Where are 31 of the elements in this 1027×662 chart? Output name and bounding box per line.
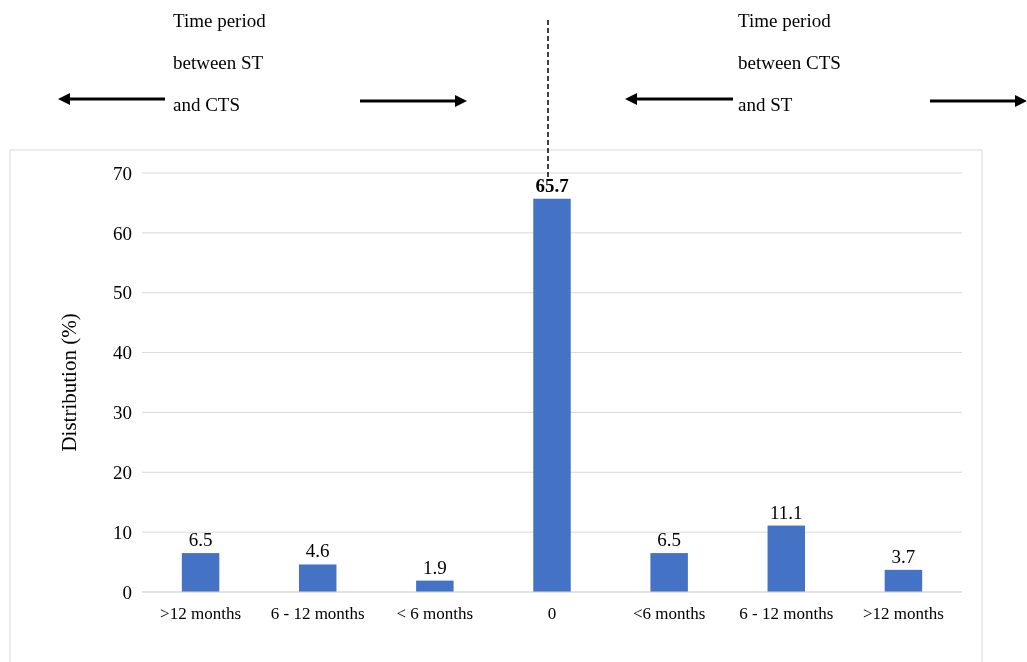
data-label: 11.1 xyxy=(770,501,803,523)
text: Time period between CTS and ST xyxy=(738,10,841,115)
x-tick-label: >12 months xyxy=(160,604,242,623)
y-tick-label: 60 xyxy=(113,222,132,244)
x-tick-label: 6 - 12 months xyxy=(270,604,365,623)
bar xyxy=(650,553,688,592)
data-label: 4.6 xyxy=(305,540,330,562)
data-label: 3.7 xyxy=(891,545,916,567)
x-tick-label: 0 xyxy=(547,604,557,623)
x-tick-label: < 6 months xyxy=(396,604,474,623)
y-tick-label: 10 xyxy=(113,521,132,543)
text: Time period between ST and CTS xyxy=(173,10,267,115)
data-label: 65.7 xyxy=(535,174,570,196)
data-label: 6.5 xyxy=(657,529,682,551)
bar xyxy=(884,569,923,592)
bar xyxy=(298,564,337,592)
y-tick-label: 70 xyxy=(113,162,132,184)
y-tick-label: 40 xyxy=(113,342,132,364)
y-tick-label: 30 xyxy=(113,402,132,424)
y-tick-label: 50 xyxy=(113,282,132,304)
data-label: 6.5 xyxy=(188,529,213,551)
bar xyxy=(181,553,220,592)
y-tick-label: 0 xyxy=(122,581,132,603)
bar xyxy=(533,198,571,592)
y-axis-title: Distribution (%) xyxy=(57,313,81,452)
y-tick-label: 20 xyxy=(113,461,132,483)
x-tick-label: >12 months xyxy=(862,604,944,623)
x-tick-label: 6 - 12 months xyxy=(739,604,834,623)
bar xyxy=(767,525,806,592)
data-label: 1.9 xyxy=(422,556,447,578)
x-tick-label: <6 months xyxy=(632,604,706,623)
